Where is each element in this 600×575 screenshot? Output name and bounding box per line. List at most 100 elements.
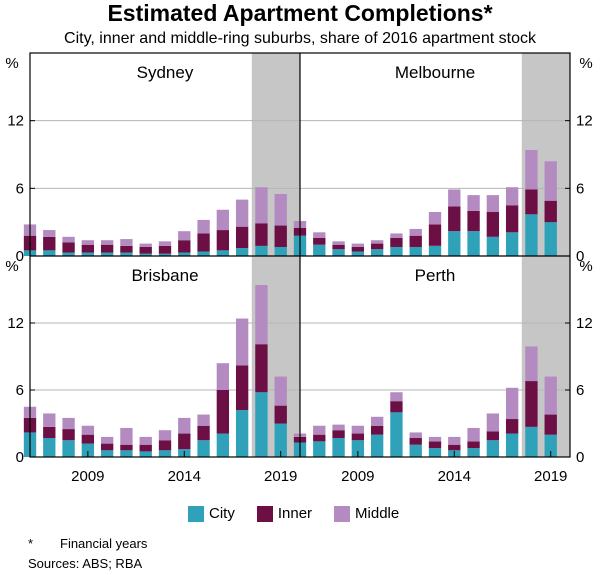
bar-brisbane-inner-2007 [43,426,56,439]
bar-perth-city-2015 [467,448,480,457]
bar-melbourne-inner-2010 [370,243,384,250]
bar-perth-inner-2009 [351,433,365,441]
bar-brisbane-middle-2013 [158,430,172,441]
bar-sydney-city-2015 [197,251,210,256]
bar-brisbane-city-2013 [158,450,172,457]
bar-perth-inner-2018 [525,381,538,427]
legend-label-inner: Inner [277,505,313,522]
panel-title-sydney: Sydney [137,63,194,82]
bar-sydney-inner-2019 [274,225,287,247]
x-tick-label: 2019 [534,468,567,485]
bar-brisbane-inner-2008 [62,429,75,441]
x-tick-label: 2014 [168,468,201,485]
bar-brisbane-middle-2011 [120,427,133,445]
legend-swatch-middle [334,505,351,522]
bar-perth-middle-2019 [544,376,557,415]
bar-melbourne-middle-2009 [351,243,365,247]
bar-melbourne-city-2012 [409,246,422,256]
bar-brisbane-inner-2017 [235,365,249,411]
bar-sydney-city-2010 [100,252,114,256]
bar-sydney-city-2009 [81,252,95,256]
bar-sydney-middle-2016 [216,209,230,231]
bar-perth-inner-2011 [390,401,403,413]
bar-sydney-city-2016 [216,250,230,256]
bar-sydney-city-2014 [178,252,191,256]
bar-brisbane-inner-2016 [216,390,230,434]
bar-sydney-middle-2017 [235,199,249,227]
bar-perth-middle-2007 [313,425,326,435]
bar-sydney-middle-2019 [274,193,287,226]
legend-item-middle: Middle [334,505,399,522]
bar-sydney-middle-2009 [81,240,95,245]
bar-sydney-middle-2018 [255,187,268,224]
bar-brisbane-middle-2009 [81,425,95,435]
bar-sydney-city-2018 [255,245,268,256]
legend-item-inner: Inner [256,505,313,522]
bar-sydney-middle-2011 [120,239,133,246]
bar-sydney-city-2019 [274,246,287,256]
bar-melbourne-city-2010 [370,249,384,256]
legend-item-city: City [188,505,235,522]
bar-sydney-inner-2009 [81,244,95,253]
bar-brisbane-middle-2010 [100,436,114,444]
y-tick-label-right: 0 [576,449,584,466]
bar-melbourne-middle-2008 [332,241,345,245]
bar-brisbane-city-2008 [62,440,75,457]
bar-brisbane-inner-2010 [100,443,114,451]
bar-sydney-middle-2007 [43,230,56,237]
bar-sydney-city-2008 [62,252,75,256]
bar-sydney-inner-2018 [255,223,268,246]
legend-label-city: City [209,505,235,522]
y-tick-label-left: 6 [16,180,24,197]
bar-melbourne-inner-2019 [544,200,557,223]
bar-brisbane-middle-2016 [216,363,230,390]
bar-melbourne-middle-2011 [390,233,403,238]
bar-perth-city-2016 [486,440,500,457]
bar-perth-inner-2016 [486,431,500,441]
bar-sydney-city-2012 [139,253,152,256]
y-tick-label-left: 12 [7,315,24,332]
bar-perth-inner-2008 [332,430,345,439]
bar-perth-city-2008 [332,438,345,457]
bar-melbourne-city-2015 [467,231,480,256]
bar-melbourne-inner-2011 [390,237,403,247]
y-tick-label-left: 0 [16,449,24,466]
sources-note: Sources: ABS; RBA [28,556,143,571]
bar-brisbane-middle-2007 [43,413,56,427]
bar-perth-middle-2010 [370,416,384,426]
bar-perth-middle-2008 [332,424,345,431]
bar-sydney-inner-2010 [100,244,114,253]
bar-brisbane-city-2009 [81,443,95,457]
bar-perth-inner-2010 [370,425,384,435]
bar-brisbane-city-2017 [235,410,249,457]
bar-brisbane-inner-2018 [255,344,268,393]
y-unit-left: % [5,258,18,275]
bar-perth-middle-2009 [351,425,365,434]
bar-perth-middle-2015 [467,427,480,442]
bar-melbourne-middle-2015 [467,195,480,211]
y-tick-label-left: 0 [16,248,24,265]
chart-subtitle: City, inner and middle-ring suburbs, sha… [64,30,536,47]
bar-sydney-inner-2016 [216,230,230,251]
footnote-text: Financial years [60,536,148,551]
bar-sydney-middle-2010 [100,240,114,245]
bar-perth-city-2007 [313,441,326,457]
panel-title-melbourne: Melbourne [395,63,475,82]
bar-sydney-inner-2008 [62,242,75,253]
bar-melbourne-inner-2016 [486,212,500,237]
bar-melbourne-city-2019 [544,222,557,256]
y-tick-label-right: 6 [576,382,584,399]
bar-brisbane-middle-2017 [235,318,249,366]
bar-brisbane-middle-2015 [197,414,210,426]
bar-melbourne-city-2007 [313,244,326,256]
bar-brisbane-city-2010 [100,450,114,457]
bar-perth-middle-2014 [448,436,461,445]
bar-melbourne-middle-2013 [428,212,442,225]
bar-sydney-inner-2014 [178,240,191,253]
bar-melbourne-city-2018 [525,214,538,256]
bar-sydney-inner-2017 [235,226,249,249]
chart-title: Estimated Apartment Completions* [107,0,493,26]
bar-melbourne-middle-2017 [505,187,519,206]
x-tick-label: 2009 [71,468,104,485]
bar-melbourne-city-2016 [486,236,500,256]
